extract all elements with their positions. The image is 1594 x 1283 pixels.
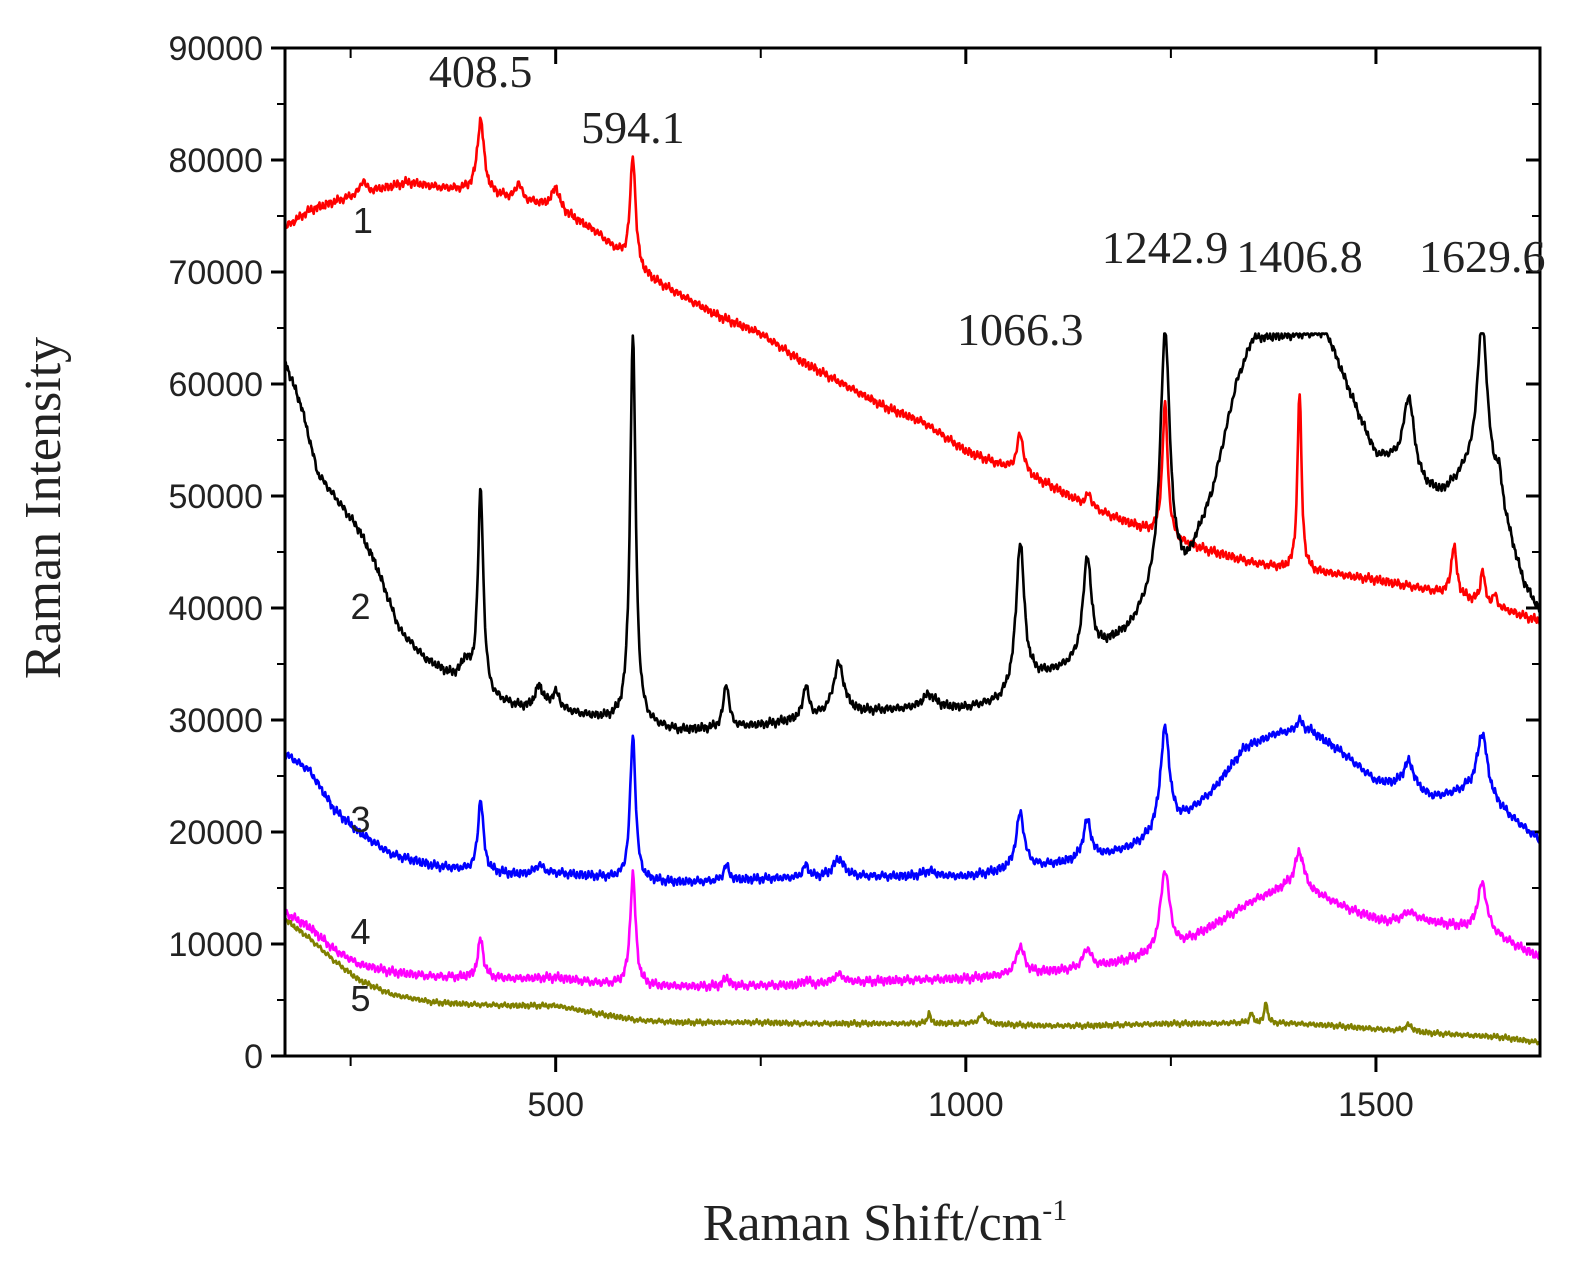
series-2-label: 2: [350, 586, 370, 627]
y-tick-label: 50000: [168, 478, 263, 516]
x-axis-title: Raman Shift/cm-1: [703, 1194, 1067, 1252]
peak-label: 1066.3: [957, 304, 1084, 355]
x-tick-label: 1500: [1338, 1086, 1414, 1124]
peak-label: 408.5: [429, 46, 533, 97]
series-5-line: [283, 917, 1541, 1046]
y-tick-label: 60000: [168, 366, 263, 404]
series-layer: [283, 116, 1542, 1046]
y-tick-label: 0: [244, 1038, 263, 1076]
series-5-label: 5: [350, 978, 370, 1019]
peak-label: 594.1: [581, 102, 685, 153]
peak-labels: 408.5 594.1 1066.3 1242.9 1406.8 1629.6: [429, 46, 1546, 355]
x-axis-title-superscript: -1: [1042, 1194, 1067, 1227]
x-axis-ticks: 500 1000 1500: [349, 48, 1414, 1124]
y-tick-label: 30000: [168, 702, 263, 740]
y-tick-label: 20000: [168, 814, 263, 852]
series-3-line: [283, 714, 1542, 887]
series-4-label: 4: [350, 911, 370, 952]
y-tick-label: 90000: [168, 30, 263, 68]
y-tick-label: 70000: [168, 254, 263, 292]
x-tick-label: 1000: [928, 1086, 1004, 1124]
series-3-label: 3: [350, 799, 370, 840]
plot-frame: [283, 46, 1542, 1058]
y-tick-label: 40000: [168, 590, 263, 628]
series-2-line: [283, 332, 1542, 735]
peak-label: 1242.9: [1102, 222, 1229, 273]
peak-label: 1629.6: [1419, 231, 1546, 282]
series-1-line: [283, 116, 1542, 627]
y-tick-label: 80000: [168, 142, 263, 180]
series-1-label: 1: [353, 200, 373, 241]
x-axis-title-main: Raman Shift/cm: [703, 1195, 1042, 1252]
series-4-line: [283, 847, 1542, 992]
series-labels: 1 2 3 4 5: [350, 200, 372, 1019]
peak-label: 1406.8: [1236, 231, 1363, 282]
y-axis-ticks: 0 10000 20000 30000 40000 50000 60000 70000 8000…: [168, 30, 1540, 1076]
y-axis-title: Raman Intensity: [15, 337, 72, 679]
x-tick-label: 500: [527, 1086, 584, 1124]
y-tick-label: 10000: [168, 926, 263, 964]
